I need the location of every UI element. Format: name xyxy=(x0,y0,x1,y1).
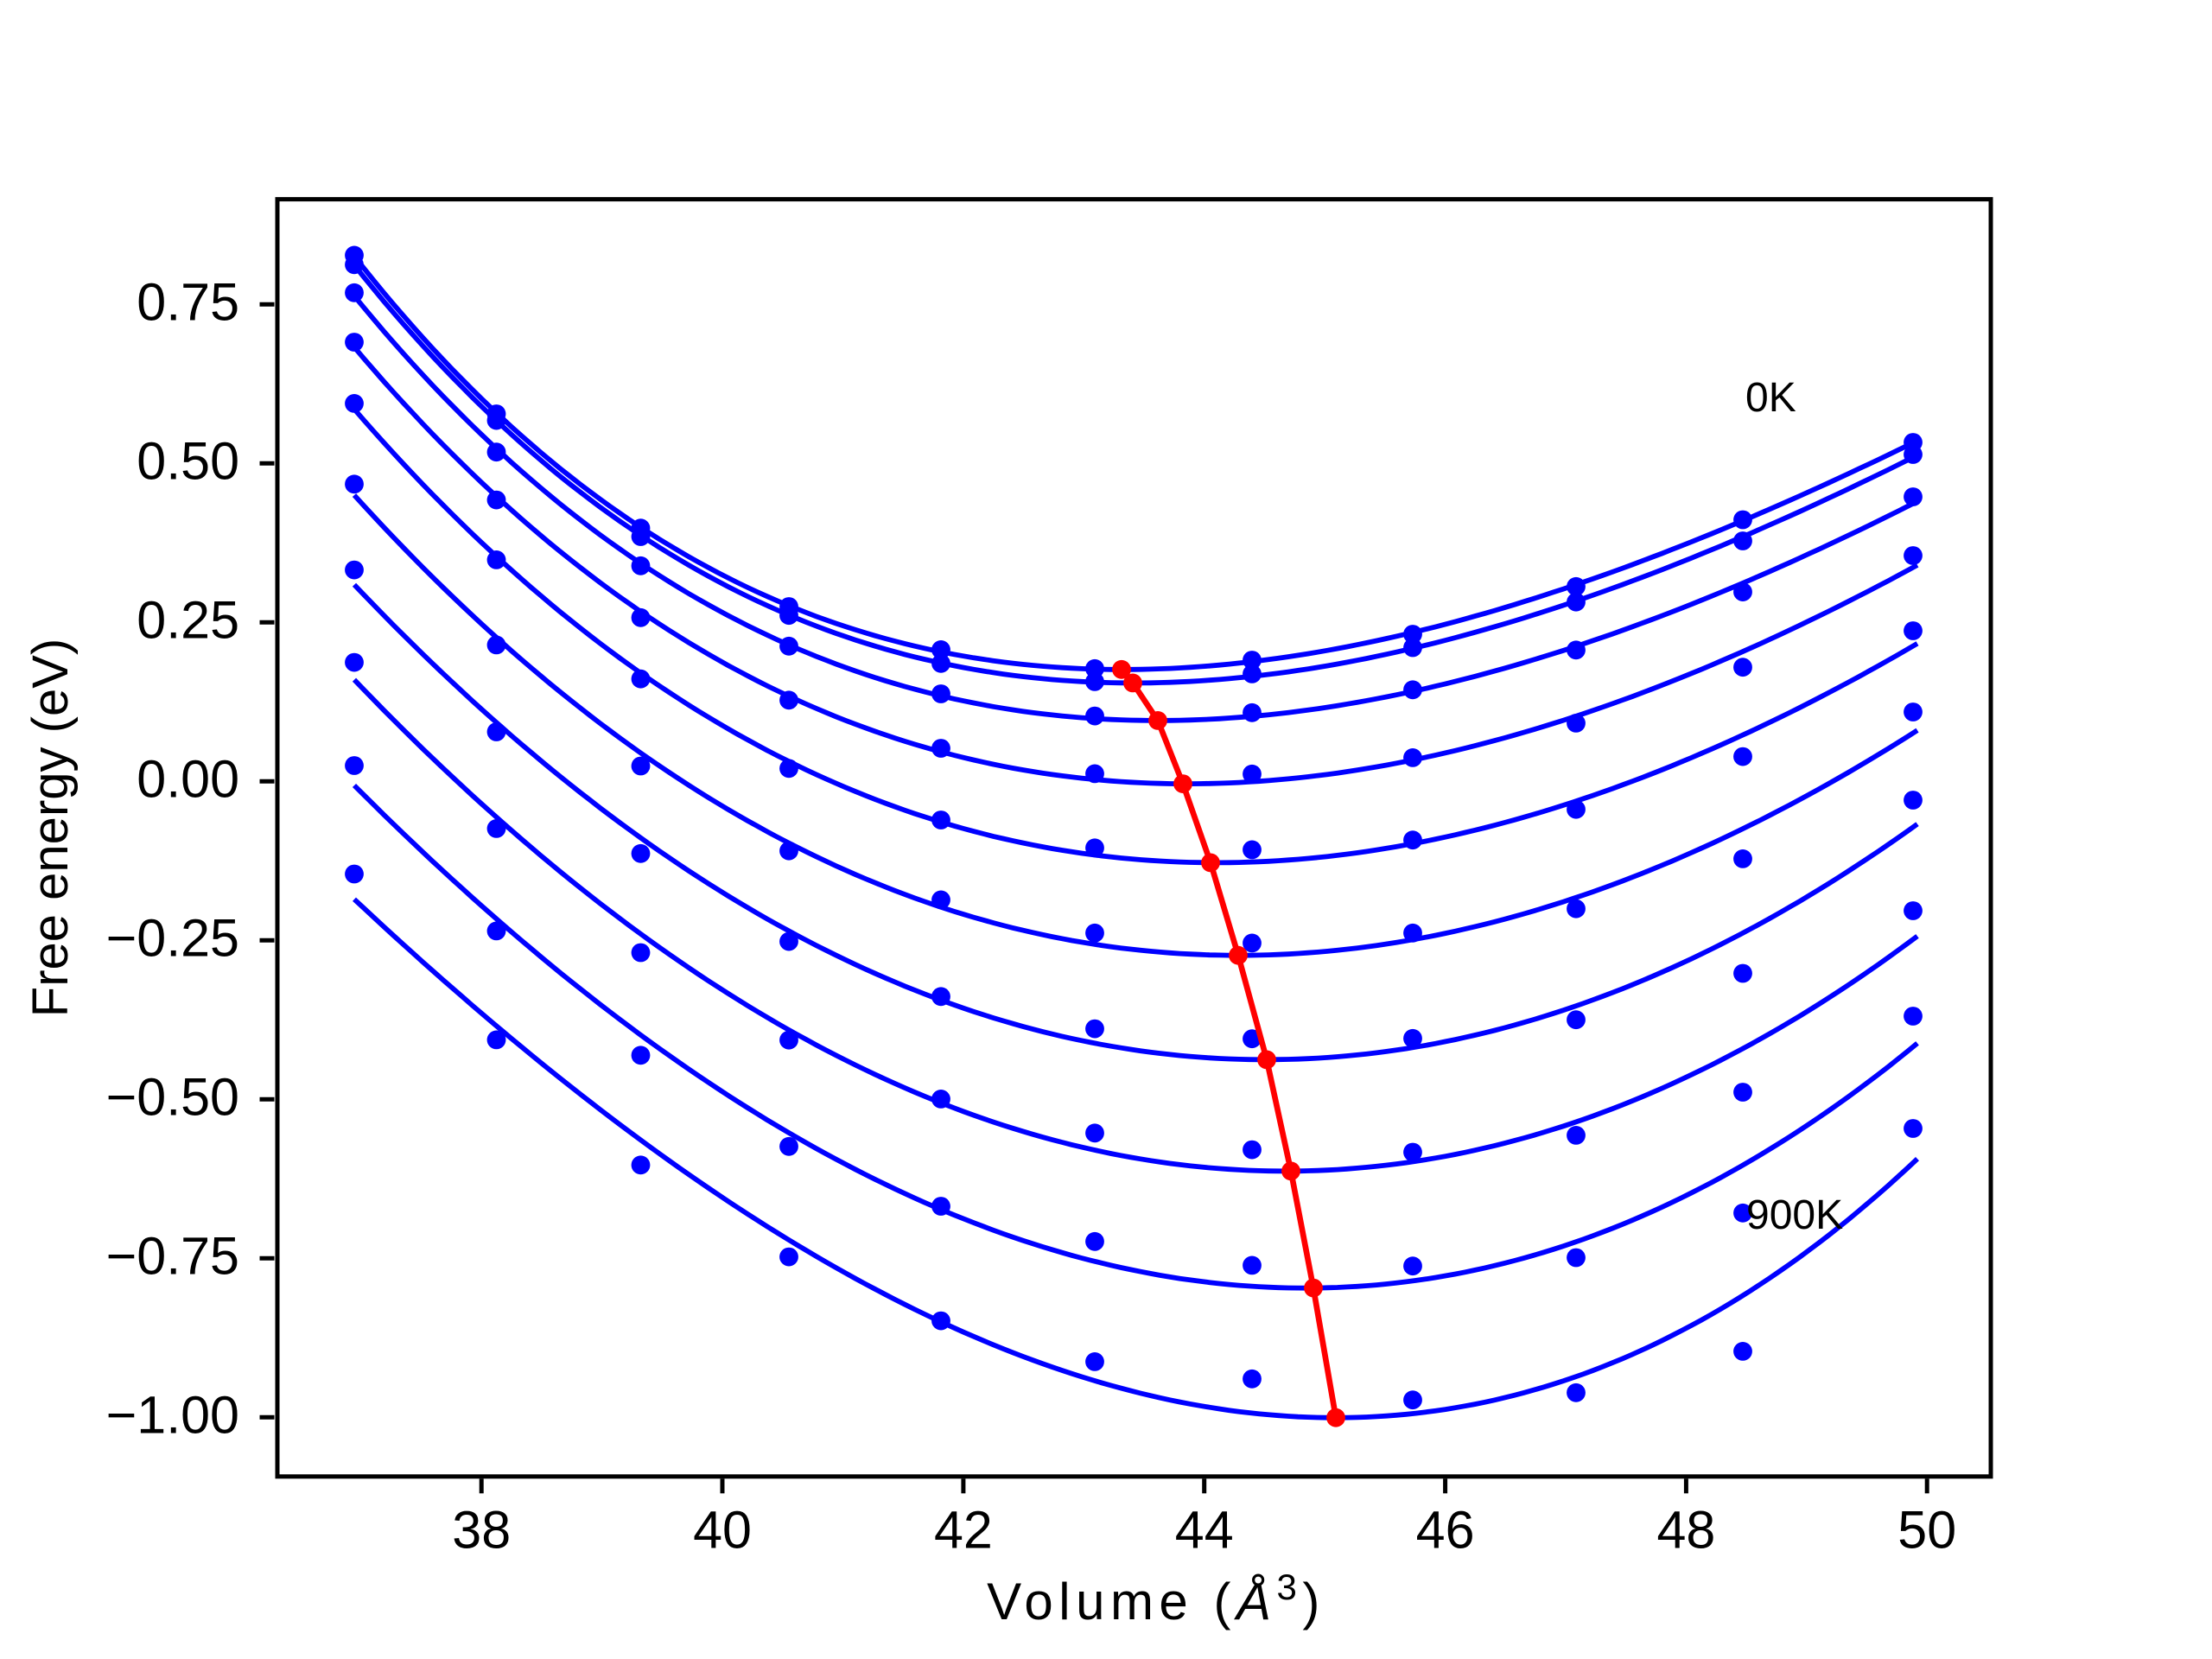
svg-text:0.75: 0.75 xyxy=(137,272,239,331)
svg-text:0K: 0K xyxy=(1745,375,1796,421)
svg-text:−0.50: −0.50 xyxy=(106,1067,239,1126)
svg-text:48: 48 xyxy=(1656,1501,1715,1560)
svg-text:−1.00: −1.00 xyxy=(106,1385,239,1444)
svg-text:44: 44 xyxy=(1175,1501,1234,1560)
svg-text:−0.75: −0.75 xyxy=(106,1226,239,1285)
svg-text:38: 38 xyxy=(452,1501,511,1560)
svg-text:0.25: 0.25 xyxy=(137,590,239,649)
svg-text:42: 42 xyxy=(934,1501,993,1560)
svg-text:0.00: 0.00 xyxy=(137,749,239,808)
svg-text:Free energy (eV): Free energy (eV) xyxy=(22,639,79,1017)
svg-text:46: 46 xyxy=(1416,1501,1475,1560)
svg-text:900K: 900K xyxy=(1746,1192,1843,1238)
svg-text:−0.25: −0.25 xyxy=(106,908,239,967)
svg-text:50: 50 xyxy=(1897,1501,1956,1560)
svg-text:0.50: 0.50 xyxy=(137,431,239,490)
svg-text:Volume (Å3): Volume (Å3) xyxy=(987,1567,1325,1630)
svg-text:40: 40 xyxy=(693,1501,752,1560)
